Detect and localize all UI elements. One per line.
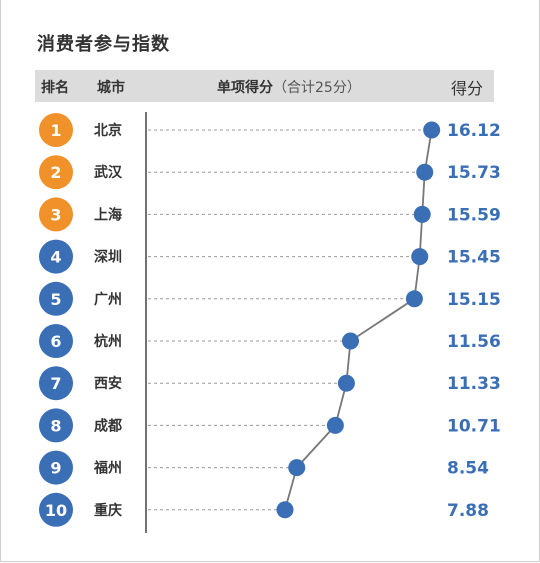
rank-number: 4 — [50, 248, 61, 267]
score-value: 15.15 — [447, 290, 501, 310]
header-score: 得分 — [451, 79, 484, 98]
rank-number: 6 — [50, 332, 61, 351]
header-item-note: （合计25分） — [273, 80, 361, 96]
chart-rows: 1 北京 16.12 2 武汉 15.73 3 上海 15.59 4 深圳 15.45 5 广州 15.15… — [39, 113, 501, 527]
score-value: 11.56 — [447, 332, 501, 352]
score-value: 15.73 — [447, 163, 501, 183]
data-point — [413, 205, 431, 223]
rank-number: 1 — [50, 121, 61, 140]
rank-number: 10 — [45, 501, 67, 520]
rank-number: 5 — [50, 290, 61, 309]
header-item-label: 单项得分 — [217, 80, 273, 96]
score-value: 11.33 — [447, 374, 501, 394]
rank-badge — [39, 155, 73, 190]
data-point — [423, 121, 441, 139]
city-label: 上海 — [94, 206, 122, 223]
rank-badge — [39, 113, 73, 147]
city-label: 西安 — [94, 375, 122, 392]
chart-title: 消费者参与指数 — [37, 34, 170, 55]
data-point — [337, 374, 355, 392]
rank-badge — [39, 197, 73, 232]
table-header — [35, 70, 494, 102]
chart-series — [276, 121, 441, 519]
data-point — [342, 332, 360, 350]
rank-badge — [39, 492, 73, 527]
score-value: 10.71 — [447, 416, 501, 436]
rank-badge — [39, 239, 73, 274]
city-label: 成都 — [94, 417, 122, 434]
city-label: 福州 — [93, 460, 122, 477]
header-rank: 排名 — [41, 80, 69, 96]
rank-number: 2 — [50, 163, 61, 182]
city-label: 深圳 — [94, 249, 122, 266]
data-point — [326, 416, 344, 434]
data-point — [276, 501, 294, 519]
data-point — [405, 290, 423, 308]
city-label: 广州 — [94, 291, 122, 308]
rank-number: 3 — [50, 205, 61, 224]
rank-badge — [39, 366, 73, 401]
score-value: 16.12 — [447, 121, 501, 141]
rank-badge — [39, 281, 73, 316]
rank-number: 7 — [50, 374, 61, 393]
score-value: 15.45 — [447, 248, 501, 268]
score-value: 15.59 — [447, 205, 501, 225]
rank-number: 8 — [50, 416, 61, 435]
city-label: 北京 — [94, 122, 122, 139]
data-point — [411, 248, 429, 266]
city-label: 重庆 — [94, 502, 122, 519]
city-label: 武汉 — [94, 164, 123, 181]
score-value: 8.54 — [447, 459, 489, 479]
rank-number: 9 — [50, 459, 61, 478]
rank-badge — [39, 450, 73, 485]
city-label: 杭州 — [94, 333, 122, 350]
score-value: 7.88 — [447, 501, 489, 521]
rank-badge — [39, 408, 73, 443]
header-city: 城市 — [97, 80, 125, 96]
rank-badge — [39, 324, 73, 358]
data-point — [288, 459, 306, 477]
series-line — [284, 129, 433, 511]
data-point — [416, 163, 434, 181]
header-item: 单项得分（合计25分） — [217, 77, 361, 97]
